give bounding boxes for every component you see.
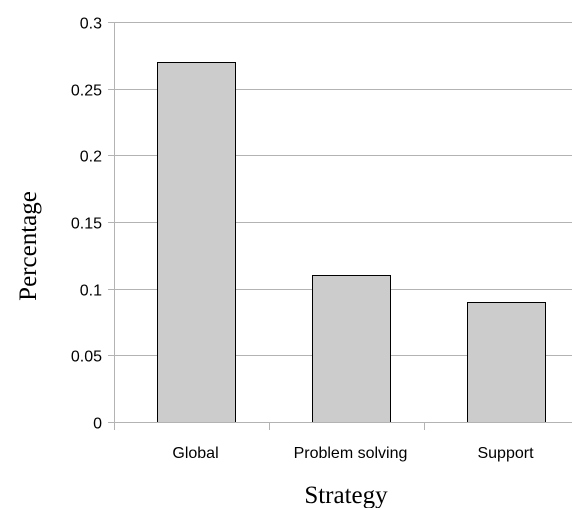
x-tick-labels: Global Problem solving Support [172, 445, 534, 462]
y-axis-title: Percentage [15, 191, 42, 301]
y-tick-label: 0.1 [80, 283, 102, 300]
y-tick-label: 0.05 [71, 349, 102, 366]
bars [157, 62, 546, 423]
y-tick-label: 0.2 [80, 149, 102, 166]
y-tick-label: 0 [93, 416, 102, 433]
bar-problem-solving [312, 275, 391, 423]
axes [108, 22, 572, 430]
y-tick-label: 0.25 [71, 83, 102, 100]
bar-global [157, 62, 236, 423]
x-axis-title: Strategy [304, 482, 388, 508]
y-tick-label: 0.15 [71, 216, 102, 233]
x-tick-label: Problem solving [294, 445, 408, 462]
x-tick-label: Support [477, 445, 534, 462]
x-tick-label: Global [172, 445, 218, 462]
y-tick-labels: 0 0.05 0.1 0.15 0.2 0.25 0.3 [71, 16, 102, 433]
bar-support [467, 302, 546, 423]
y-tick-label: 0.3 [80, 16, 102, 33]
